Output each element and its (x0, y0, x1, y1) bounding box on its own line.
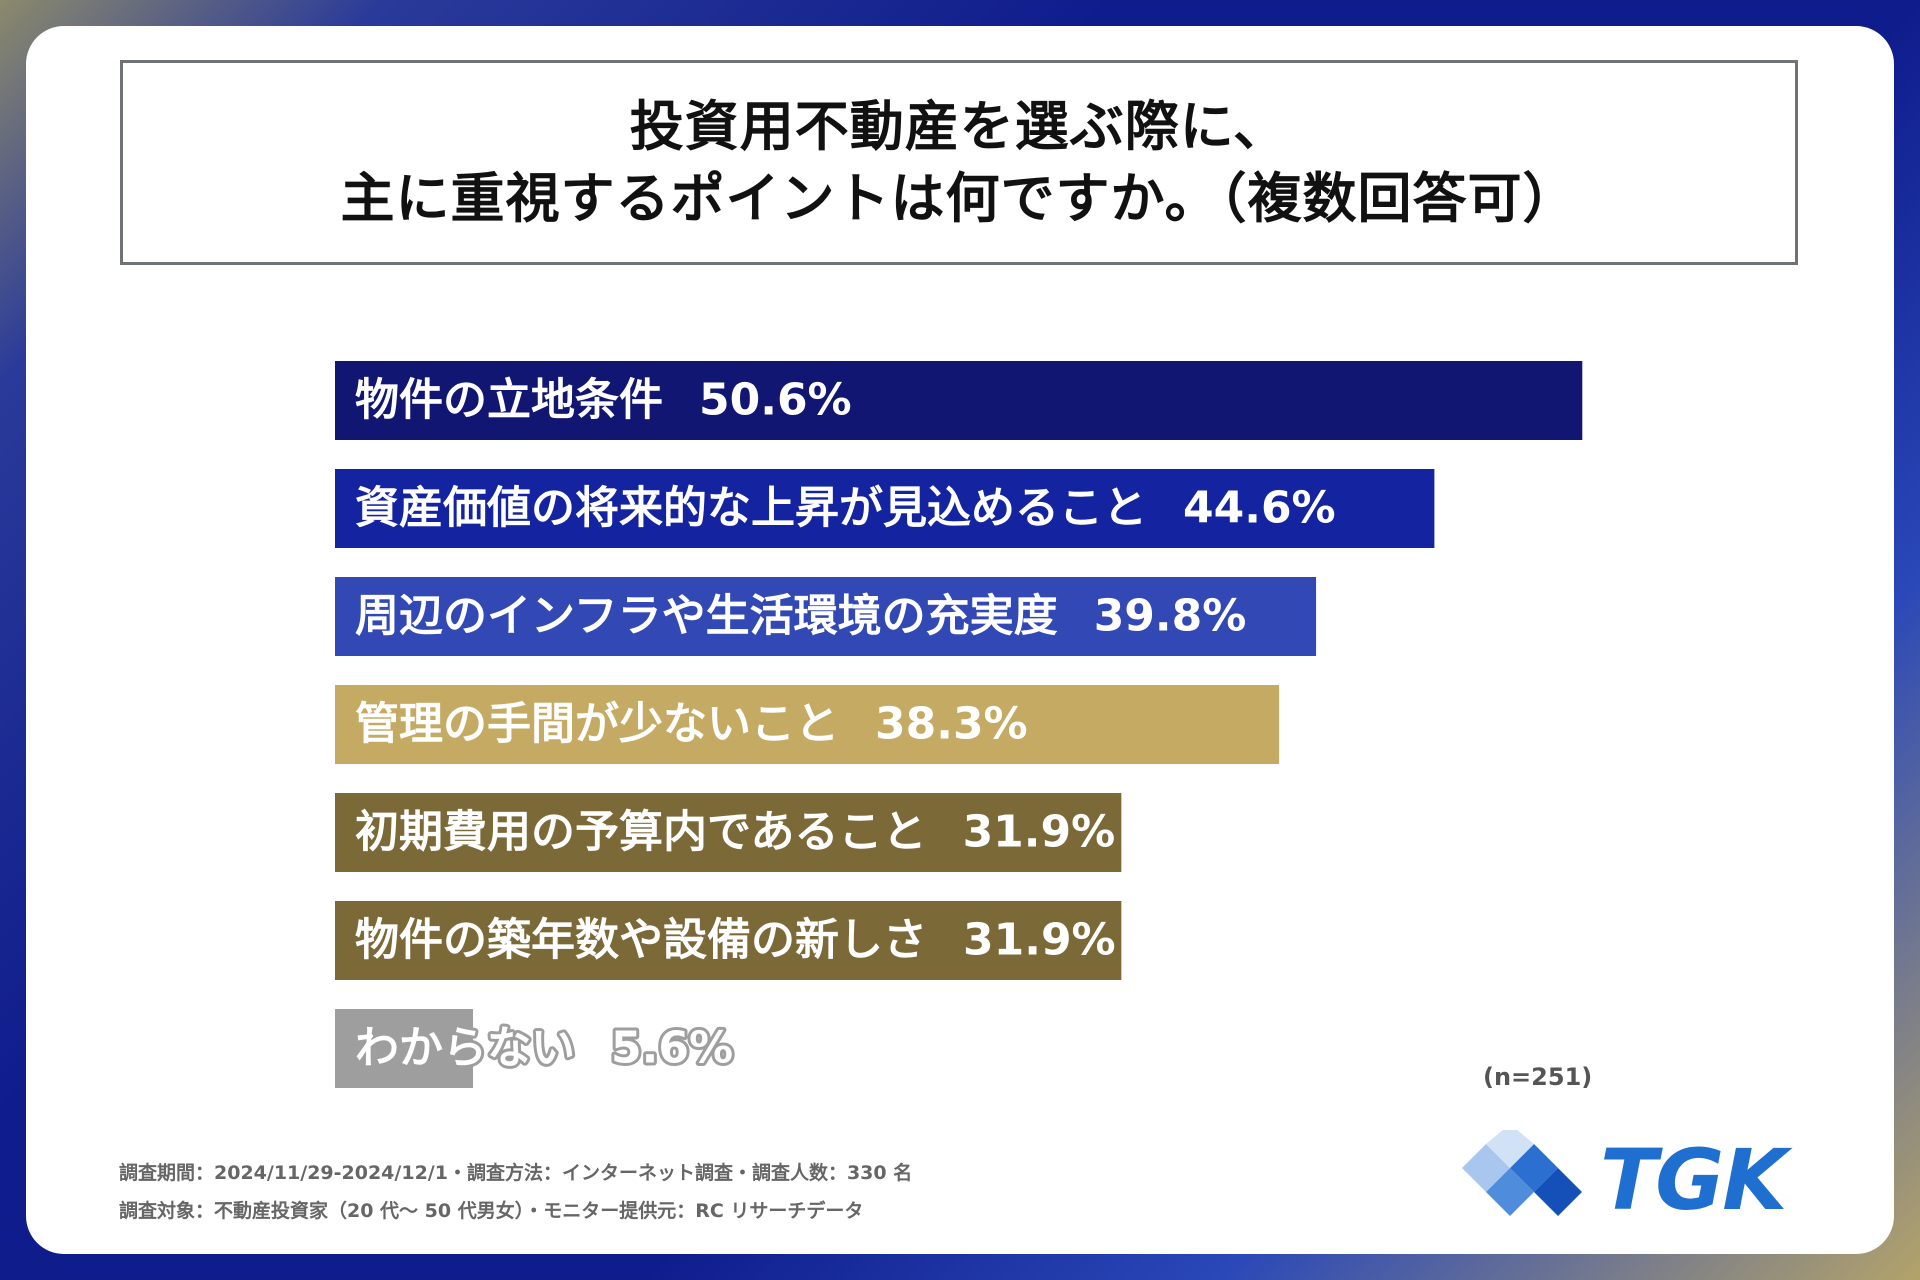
bar-6 (335, 901, 1122, 980)
category-label-6: 物件の築年数や設備の新しさ (355, 915, 927, 966)
bar-2 (335, 469, 1435, 548)
bar-label-5: 初期費用の予算内であること 31.9% (355, 807, 1115, 858)
sample-size-note: (n=251) (1483, 1063, 1593, 1091)
bar-label-3: 周辺のインフラや生活環境の充実度 39.8% (355, 591, 1246, 642)
value-label-5: 31.9% (963, 807, 1116, 858)
value-label-3: 39.8% (1094, 591, 1247, 642)
bar-label-7: わからない 5.6% (355, 1023, 733, 1074)
value-label-6: 31.9% (963, 915, 1116, 966)
category-label-3: 周辺のインフラや生活環境の充実度 (355, 591, 1058, 642)
title-box: 投資用不動産を選ぶ際に、 主に重視するポイントは何ですか。（複数回答可） (120, 60, 1798, 265)
bar-1 (335, 361, 1583, 440)
survey-target-note: 調査対象：不動産投資家（20 代～ 50 代男女）・モニター提供元：RC リサー… (119, 1200, 864, 1222)
value-label-2: 44.6% (1183, 483, 1336, 534)
tgk-logo: TGK (1452, 1124, 1792, 1230)
title-line-1: 投資用不動産を選ぶ際に、 (629, 94, 1289, 158)
logo-text: TGK (1600, 1131, 1787, 1229)
value-label-7: 5.6% (611, 1023, 733, 1074)
bar-4 (335, 685, 1280, 764)
logo-mark-icon (1462, 1124, 1582, 1216)
category-label-1: 物件の立地条件 (355, 375, 663, 426)
bar-label-6: 物件の築年数や設備の新しさ 31.9% (355, 915, 1116, 966)
category-label-7: わからない (355, 1023, 575, 1074)
category-label-5: 初期費用の予算内であること (355, 807, 927, 858)
survey-period-note: 調査期間：2024/11/29-2024/12/1・調査方法：インターネット調査… (119, 1162, 913, 1184)
category-label-4: 管理の手間が少ないこと (355, 699, 839, 750)
bar-7 (335, 1009, 474, 1088)
bar-3 (335, 577, 1317, 656)
title-line-2: 主に重視するポイントは何ですか。（複数回答可） (340, 166, 1578, 230)
bar-label-4: 管理の手間が少ないこと 38.3% (355, 699, 1028, 750)
bar-label-2: 資産価値の将来的な上昇が見込めること 44.6% (355, 483, 1336, 534)
bar-label-1: 物件の立地条件 50.6% (355, 375, 852, 426)
category-label-2: 資産価値の将来的な上昇が見込めること (355, 483, 1147, 534)
value-label-4: 38.3% (875, 699, 1028, 750)
bar-5 (335, 793, 1122, 872)
value-label-1: 50.6% (699, 375, 852, 426)
